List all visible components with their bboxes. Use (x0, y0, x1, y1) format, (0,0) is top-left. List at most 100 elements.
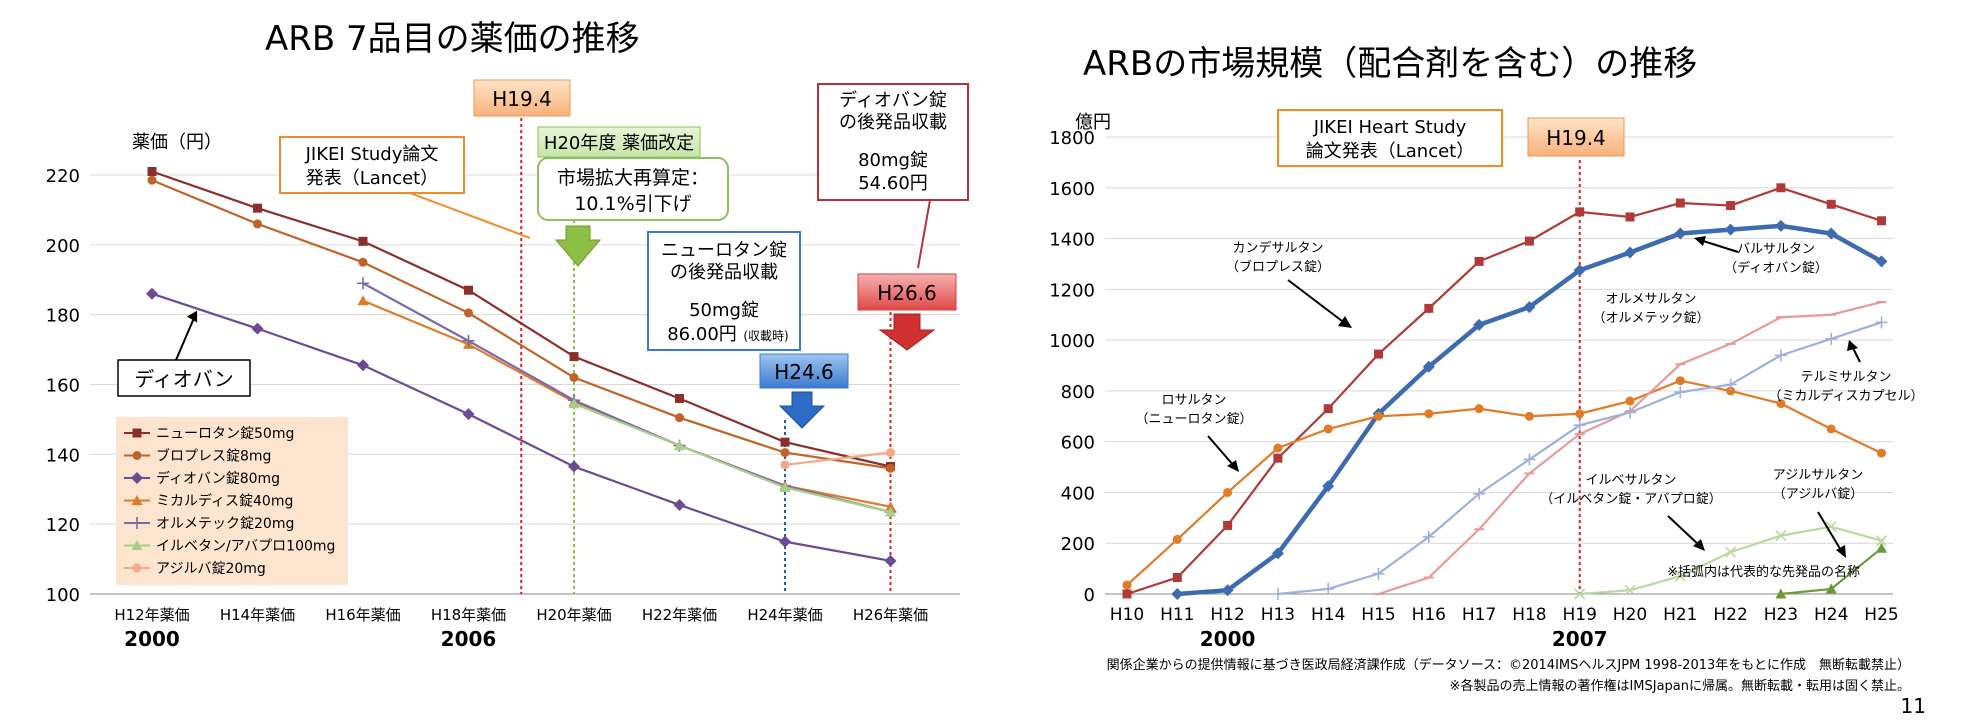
l-data-point (358, 236, 368, 246)
right-label-olmesartan-2: （オルメテック錠） (1592, 311, 1709, 326)
legend-item: ブロプレス錠8mg (124, 448, 271, 465)
l-series-3 (357, 295, 896, 512)
r-data-point (1271, 588, 1284, 600)
r-data-point (1674, 386, 1687, 399)
r-x-tick-label: H15 (1361, 605, 1395, 625)
r-y-tick-label: 1400 (1049, 230, 1095, 251)
r-data-point (1877, 448, 1886, 458)
r-data-point (1826, 199, 1836, 209)
right-note: ※括弧内は代表的な先発品の名称 (1667, 564, 1860, 580)
left-diovan-label: ディオバン (134, 367, 234, 391)
page-number: 11 (1901, 694, 1926, 718)
r-data-point (1776, 183, 1786, 193)
r-data-point (1825, 332, 1838, 345)
l-data-point (779, 482, 791, 493)
l-x-tick-label: H22年薬価 (642, 606, 717, 624)
r-data-point (1172, 572, 1182, 582)
l-series-5 (568, 398, 896, 517)
right-losartan-arrow-line (1207, 435, 1235, 467)
l-series-line (784, 451, 891, 466)
footnote-source: 関係企業からの提供情報に基づき医政局経済課作成（データソース：©2014IMSヘ… (1107, 657, 1910, 673)
left-x-ticks: H12年薬価 H14年薬価 H16年薬価 H18年薬価 H20年薬価 H22年薬価 H24年… (114, 606, 928, 624)
r-series-0 (1122, 183, 1886, 599)
l-x-tick-label: H26年薬価 (853, 606, 928, 624)
r-y-tick-label: 600 (1061, 433, 1095, 454)
r-x-tick-label: H20 (1613, 605, 1647, 625)
l-x-tick-label: H12年薬価 (114, 606, 189, 624)
r-x-tick-label: H25 (1864, 605, 1898, 625)
right-h19-box (1527, 117, 1625, 157)
r-y-tick-label: 400 (1061, 483, 1095, 504)
r-data-point (1876, 542, 1887, 553)
r-series-4 (1271, 316, 1888, 600)
r-y-tick-label: 1600 (1049, 179, 1095, 200)
left-revision-line1: 市場拡大再算定： (557, 167, 709, 189)
legend-item: ディオバン錠80mg (124, 470, 280, 487)
left-h26-box (857, 273, 957, 311)
right-irbesartan-arrow-line (1667, 515, 1701, 547)
l-data-point (569, 352, 579, 362)
left-h20-box (537, 126, 701, 158)
r-data-point (1825, 227, 1838, 240)
left-year-2006: 2006 (441, 627, 497, 651)
legend-item: アジルバ錠20mg (124, 561, 266, 577)
right-label-losartan-1: ロサルタン (1161, 393, 1226, 408)
l-data-point (884, 554, 897, 567)
left-neurotan-line4: 86.00円 (667, 324, 737, 345)
r-series-2 (1122, 376, 1886, 590)
right-jikei-line1: JIKEI Heart Study (1313, 117, 1467, 138)
r-data-point (1323, 424, 1333, 434)
l-data-point (780, 460, 790, 470)
left-y-ticks: 100 120 140 160 180 200 220 (46, 166, 80, 606)
r-data-point (1573, 419, 1586, 432)
left-neurotan-callout (647, 231, 801, 351)
r-x-tick-label: H16 (1412, 605, 1446, 625)
l-data-point (886, 463, 895, 473)
legend-label: ブロプレス錠8mg (156, 448, 271, 465)
r-data-point (1826, 424, 1836, 434)
left-h24-label: H24.6 (774, 360, 834, 384)
right-label-olmesartan-1: オルメサルタン (1605, 292, 1696, 307)
left-diovan-line2: の後発品収載 (839, 112, 947, 133)
l-data-point (358, 257, 368, 267)
l-data-point (147, 167, 157, 177)
right-label-telmisartan-1: テルミサルタン (1800, 370, 1891, 385)
r-data-point (1122, 589, 1132, 599)
legend-item: ミカルディス錠40mg (124, 493, 293, 510)
l-y-tick-label: 160 (46, 376, 80, 397)
l-series-line (362, 282, 891, 514)
r-x-tick-label: H18 (1512, 605, 1546, 625)
l-data-point (462, 408, 475, 421)
r-data-point (1675, 376, 1685, 386)
legend-swatch-marker (132, 428, 142, 438)
l-data-point (357, 359, 369, 372)
right-label-telmisartan-2: （ミカルディスカプセル） (1768, 388, 1923, 404)
r-data-point (1524, 236, 1534, 246)
l-data-point (146, 287, 158, 300)
l-x-tick-label: H20年薬価 (536, 606, 611, 624)
r-x-tick-label: H10 (1110, 605, 1144, 625)
r-series-6 (1775, 542, 1887, 599)
r-data-point (1523, 301, 1536, 314)
l-x-tick-label: H18年薬価 (431, 606, 506, 624)
r-data-point (1273, 453, 1283, 463)
l-data-point (462, 334, 475, 347)
r-data-point (1825, 583, 1837, 594)
r-series-line (1177, 223, 1883, 597)
right-label-valsartan-1: バルサルタン (1737, 242, 1815, 257)
r-data-point (1473, 487, 1486, 500)
left-y-axis-label: 薬価（円） (132, 132, 222, 153)
right-jikei-callout (1277, 109, 1503, 167)
left-jikei-pointer (409, 192, 531, 239)
l-data-point (780, 437, 790, 447)
r-data-point (1674, 570, 1686, 582)
r-y-tick-label: 1200 (1049, 280, 1095, 301)
left-jikei-line2: 発表（Lancet） (306, 168, 439, 189)
left-chart: ARB 7品目の薬価の推移 薬価（円） 100 120 140 160 180 200 22… (46, 19, 969, 651)
r-data-point (1374, 411, 1383, 421)
l-data-point (464, 285, 473, 295)
l-series-6 (780, 448, 895, 470)
right-valsartan-arrow-head (1694, 236, 1706, 246)
l-y-tick-label: 220 (46, 166, 80, 187)
r-data-point (1322, 582, 1335, 595)
